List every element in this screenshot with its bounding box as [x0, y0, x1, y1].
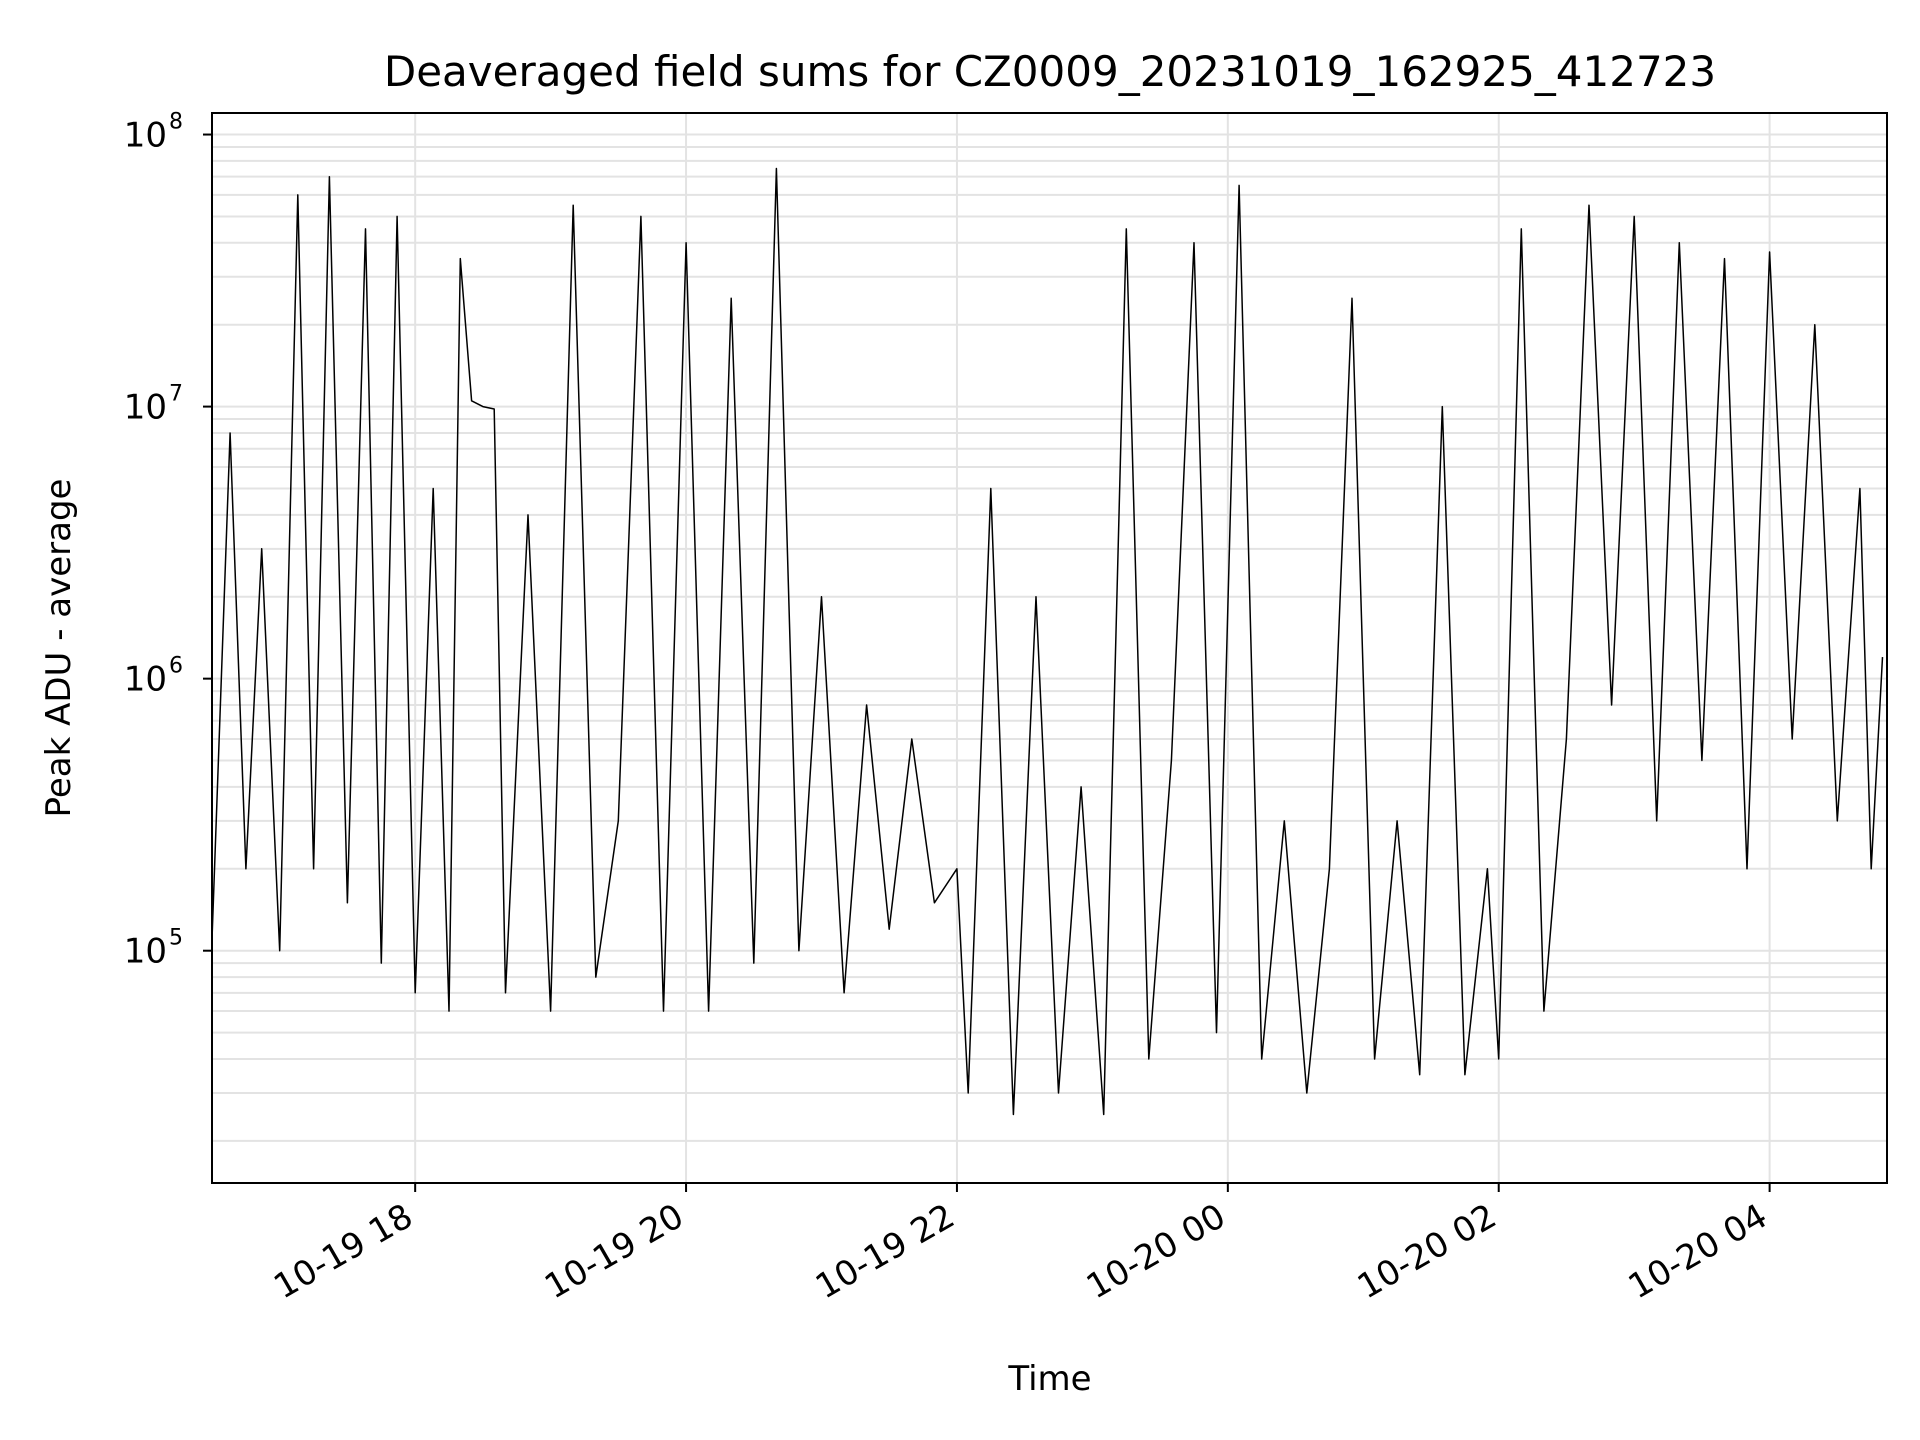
- y-tick-exponent: 8: [169, 110, 183, 135]
- x-tick-label: 10-19 18: [267, 1196, 419, 1307]
- x-tick-label: 10-20 00: [1080, 1196, 1232, 1307]
- x-axis-label: Time: [1007, 1359, 1091, 1399]
- series-line-0: [211, 167, 1884, 1116]
- x-tick-label: 10-19 22: [809, 1196, 961, 1307]
- y-tick-exponent: 5: [169, 926, 183, 951]
- plot-frame: [211, 112, 1888, 1184]
- x-tick-label: 10-20 02: [1351, 1196, 1503, 1307]
- y-tick-label: 10: [124, 660, 167, 700]
- x-tick-label: 10-20 04: [1622, 1196, 1774, 1307]
- y-tick-label: 10: [124, 932, 167, 972]
- y-tick-label: 10: [124, 116, 167, 156]
- series-layer: [211, 167, 1884, 1116]
- x-tick-label: 10-19 20: [538, 1196, 690, 1307]
- y-tick-label: 10: [124, 388, 167, 428]
- y-axis-label: Peak ADU - average: [39, 479, 79, 818]
- x-axis: 10-19 18 10-19 20 10-19 22 10-20 00 10-20 02…: [267, 1183, 1774, 1307]
- chart-title: Deaveraged field sums for CZ0009_2023101…: [384, 47, 1716, 96]
- grid: [212, 113, 1887, 1183]
- y-tick-exponent: 7: [169, 382, 183, 407]
- y-tick-exponent: 6: [169, 654, 183, 679]
